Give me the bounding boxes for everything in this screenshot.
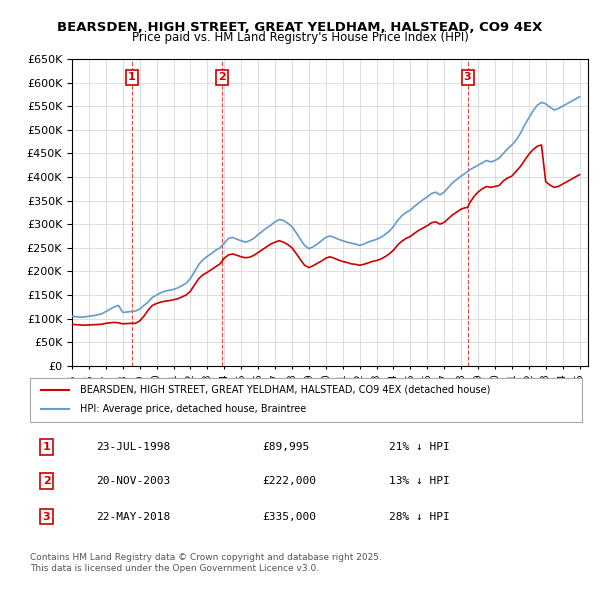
Text: 1: 1 (128, 73, 136, 83)
Text: £335,000: £335,000 (262, 512, 316, 522)
Text: 20-NOV-2003: 20-NOV-2003 (96, 476, 170, 486)
Text: BEARSDEN, HIGH STREET, GREAT YELDHAM, HALSTEAD, CO9 4EX (detached house): BEARSDEN, HIGH STREET, GREAT YELDHAM, HA… (80, 385, 490, 395)
Text: 2: 2 (43, 476, 50, 486)
Text: BEARSDEN, HIGH STREET, GREAT YELDHAM, HALSTEAD, CO9 4EX: BEARSDEN, HIGH STREET, GREAT YELDHAM, HA… (58, 21, 542, 34)
Text: 23-JUL-1998: 23-JUL-1998 (96, 442, 170, 452)
Text: £222,000: £222,000 (262, 476, 316, 486)
Text: 3: 3 (43, 512, 50, 522)
Text: Price paid vs. HM Land Registry's House Price Index (HPI): Price paid vs. HM Land Registry's House … (131, 31, 469, 44)
Text: 28% ↓ HPI: 28% ↓ HPI (389, 512, 449, 522)
Text: £89,995: £89,995 (262, 442, 309, 452)
Text: Contains HM Land Registry data © Crown copyright and database right 2025.
This d: Contains HM Land Registry data © Crown c… (30, 553, 382, 573)
Text: 3: 3 (464, 73, 472, 83)
Text: 13% ↓ HPI: 13% ↓ HPI (389, 476, 449, 486)
Text: 21% ↓ HPI: 21% ↓ HPI (389, 442, 449, 452)
Text: 22-MAY-2018: 22-MAY-2018 (96, 512, 170, 522)
Text: 1: 1 (43, 442, 50, 452)
Text: 2: 2 (218, 73, 226, 83)
Text: HPI: Average price, detached house, Braintree: HPI: Average price, detached house, Brai… (80, 405, 306, 414)
